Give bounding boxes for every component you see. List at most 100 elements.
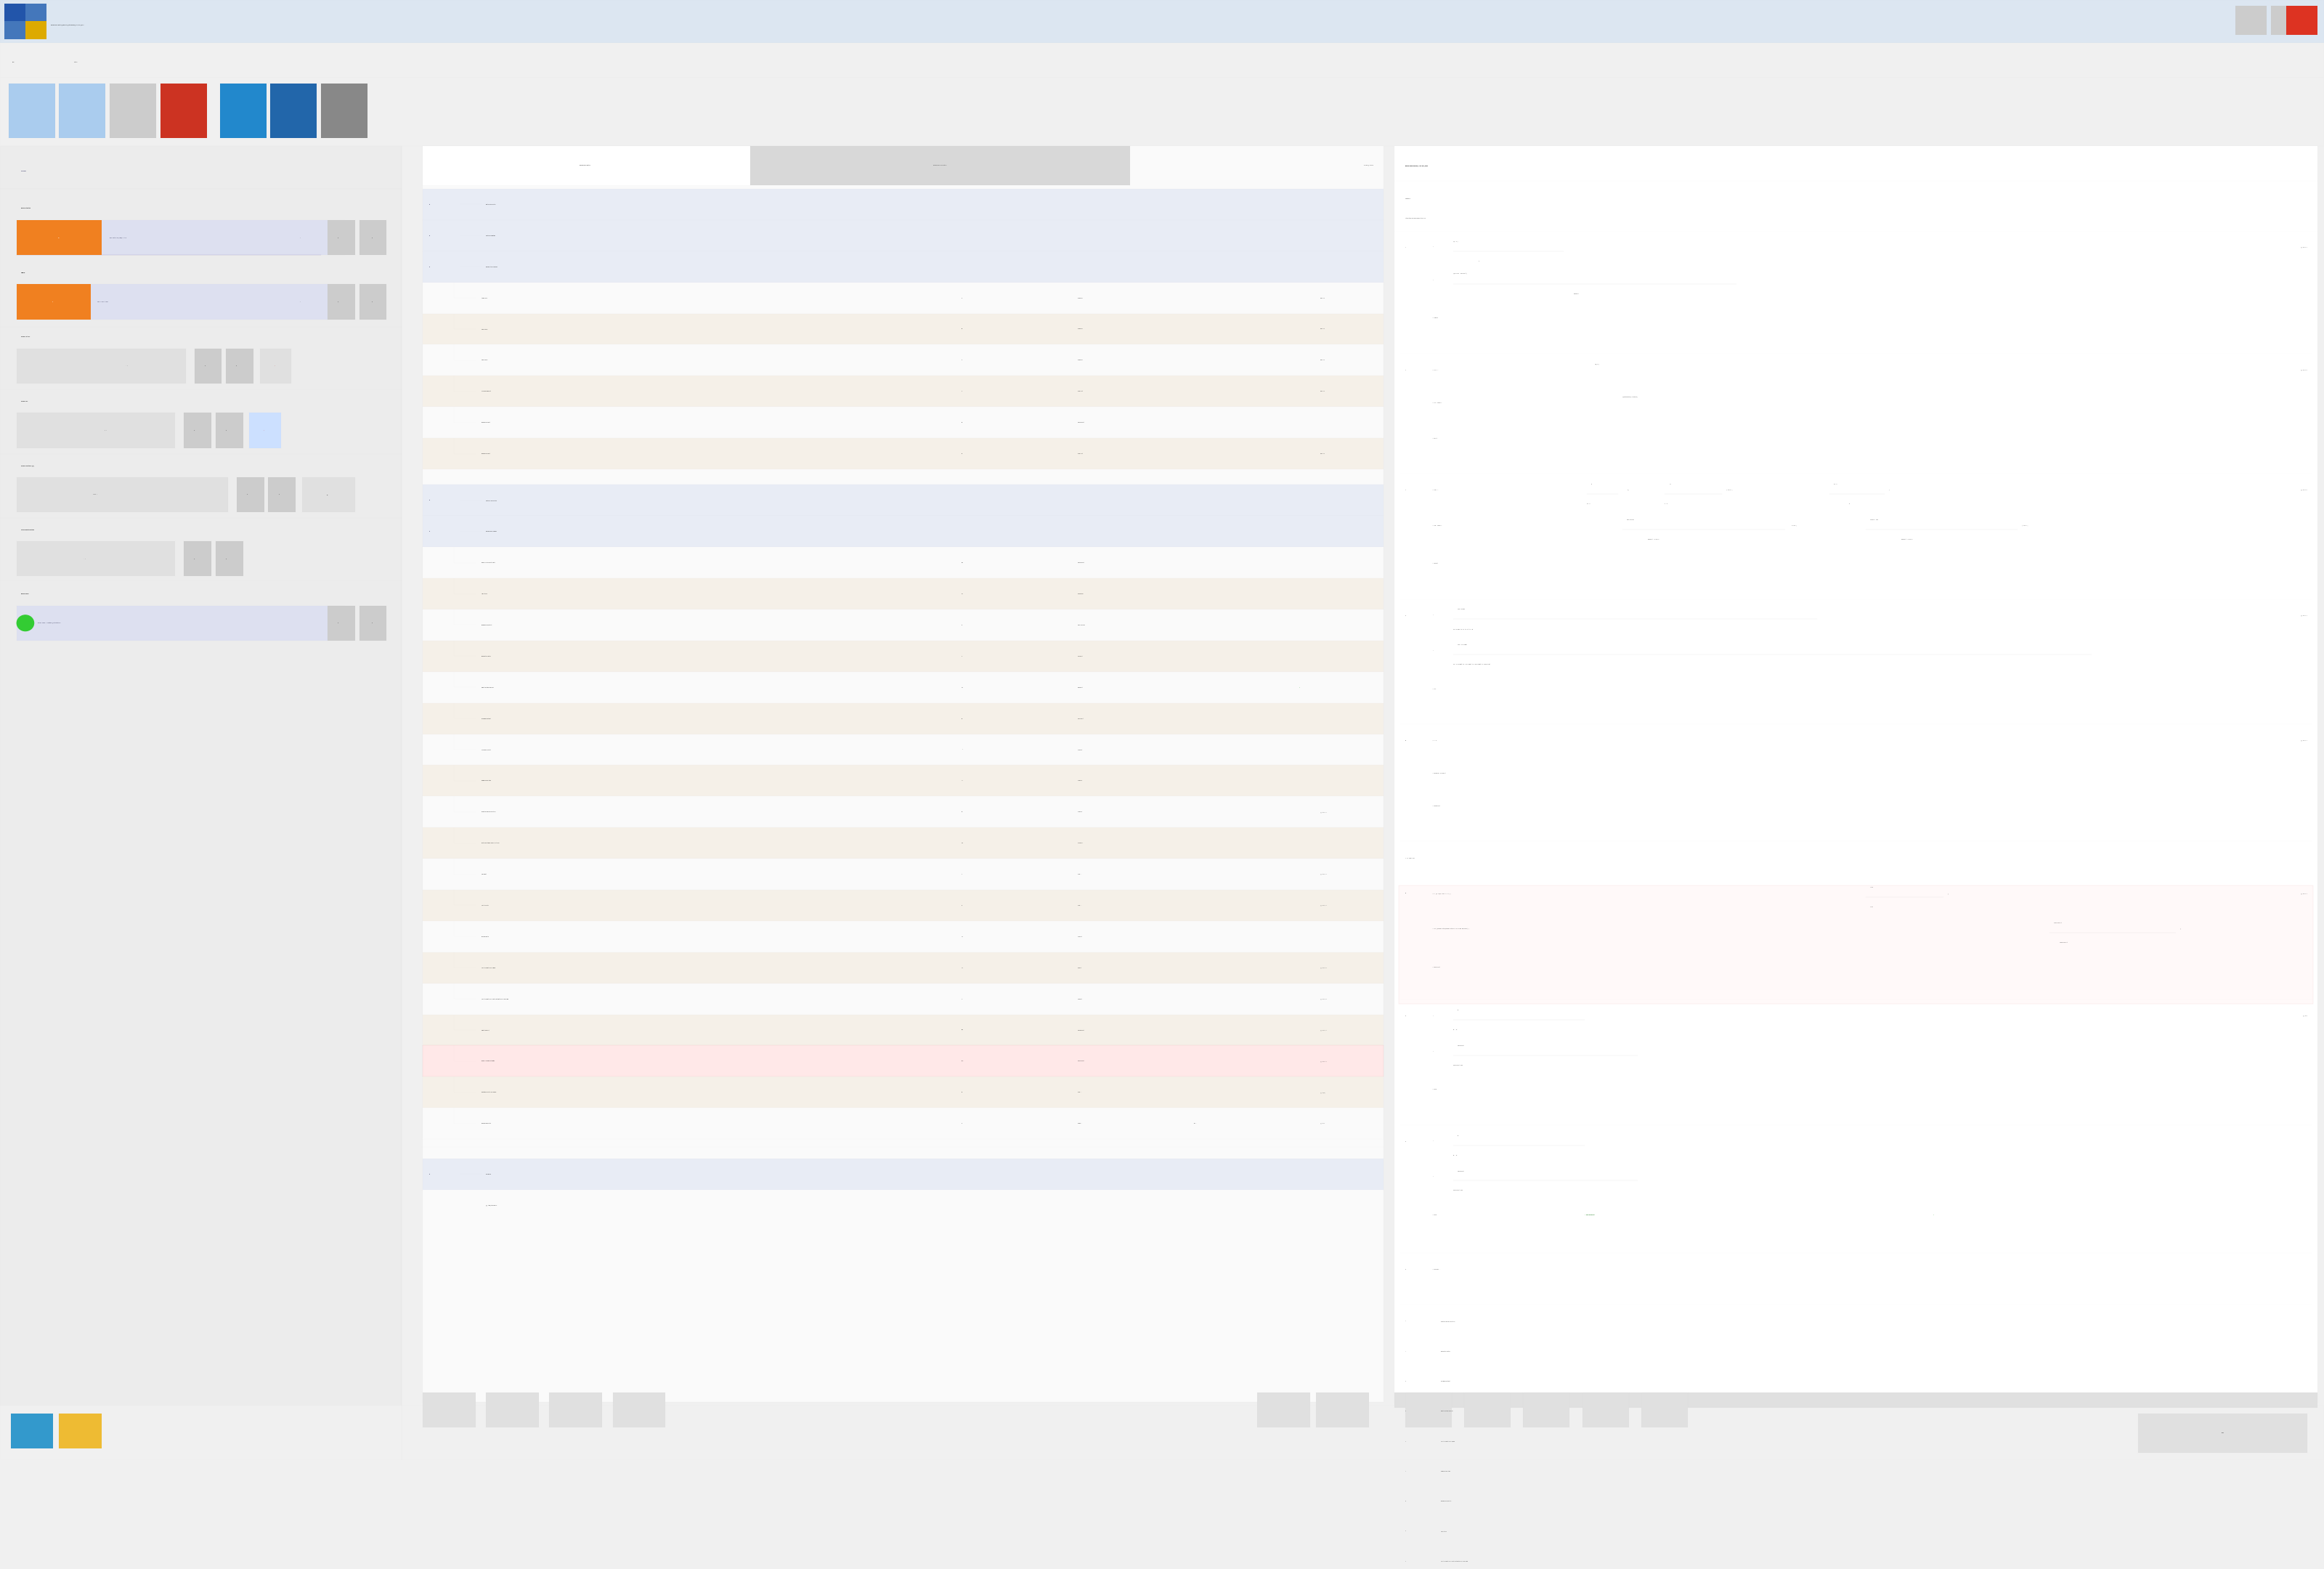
Bar xyxy=(1522,1392,1569,1428)
Bar xyxy=(1394,1392,2317,1407)
Bar xyxy=(423,314,1383,345)
Bar xyxy=(423,827,1383,858)
Bar xyxy=(423,640,1383,672)
Bar xyxy=(328,284,356,320)
Bar xyxy=(423,797,1383,827)
Bar xyxy=(2287,6,2317,35)
Bar xyxy=(2271,6,2303,35)
Bar xyxy=(225,348,253,383)
Bar xyxy=(423,1045,1383,1076)
Bar xyxy=(423,251,1383,282)
Bar xyxy=(1583,1392,1629,1428)
Bar xyxy=(216,541,244,576)
Bar xyxy=(423,579,1383,609)
Bar xyxy=(0,0,2324,42)
Bar xyxy=(16,477,228,511)
Bar xyxy=(0,78,2324,146)
Bar xyxy=(302,477,356,511)
Bar xyxy=(423,377,1383,406)
Bar xyxy=(1394,146,2317,1401)
Bar xyxy=(0,146,402,1461)
Bar xyxy=(5,3,26,22)
Bar xyxy=(614,1392,665,1428)
Bar xyxy=(423,406,1383,438)
Bar xyxy=(328,606,356,640)
Bar xyxy=(423,146,1383,1401)
Bar xyxy=(423,1108,1383,1139)
Bar xyxy=(260,348,290,383)
Bar xyxy=(423,1076,1383,1108)
Bar xyxy=(751,146,1129,185)
Bar xyxy=(16,413,174,447)
Bar xyxy=(423,282,1383,314)
Bar xyxy=(16,284,91,320)
Circle shape xyxy=(16,615,35,631)
Bar xyxy=(423,703,1383,734)
Bar xyxy=(267,477,295,511)
Bar xyxy=(5,3,46,39)
Bar xyxy=(423,146,751,185)
Bar xyxy=(0,1406,2324,1461)
Bar xyxy=(16,220,344,256)
Bar xyxy=(423,672,1383,703)
Bar xyxy=(249,413,281,447)
Bar xyxy=(160,83,207,138)
Bar xyxy=(423,469,1383,485)
Bar xyxy=(321,83,367,138)
Text: FF4100  0.865  ✓  Chapter F | Lateral-torsio...: FF4100 0.865 ✓ Chapter F | Lateral-torsi… xyxy=(37,623,60,624)
Bar xyxy=(423,952,1383,984)
Bar xyxy=(423,984,1383,1015)
Bar xyxy=(1315,1392,1369,1428)
Bar xyxy=(423,438,1383,469)
Bar xyxy=(1464,1392,1511,1428)
Bar xyxy=(16,284,344,320)
Bar xyxy=(423,188,1383,220)
Text: W 18x50 | AISC 16: W 18x50 | AISC 16 xyxy=(1364,165,1373,166)
Bar xyxy=(16,220,102,256)
Bar xyxy=(423,890,1383,921)
Bar xyxy=(328,220,356,256)
Bar xyxy=(184,541,211,576)
Bar xyxy=(423,609,1383,640)
Bar xyxy=(184,413,211,447)
Bar xyxy=(58,83,105,138)
Bar xyxy=(109,83,156,138)
Bar xyxy=(1406,1392,1452,1428)
Bar xyxy=(1399,885,2312,1004)
Bar xyxy=(423,1392,476,1428)
Bar xyxy=(16,541,174,576)
Bar xyxy=(2236,6,2266,35)
Bar xyxy=(12,1414,53,1448)
Bar xyxy=(0,42,2324,78)
Bar xyxy=(360,220,386,256)
Bar xyxy=(237,477,265,511)
Bar xyxy=(26,22,46,39)
Bar xyxy=(216,413,244,447)
Text: Design Check Details | Members | Steel Design | AISC 360 | 2022: Design Check Details | Members | Steel D… xyxy=(51,25,84,27)
Bar xyxy=(16,606,344,640)
Bar xyxy=(423,1158,1383,1189)
Bar xyxy=(423,548,1383,579)
Bar xyxy=(548,1392,602,1428)
Bar xyxy=(423,921,1383,952)
Bar xyxy=(1641,1392,1687,1428)
Bar xyxy=(360,606,386,640)
Bar xyxy=(360,284,386,320)
Bar xyxy=(423,1015,1383,1045)
Bar xyxy=(486,1392,539,1428)
Bar xyxy=(423,220,1383,251)
Bar xyxy=(2138,1414,2308,1453)
Bar xyxy=(423,858,1383,890)
Bar xyxy=(270,83,316,138)
Bar xyxy=(423,516,1383,548)
Bar xyxy=(1257,1392,1311,1428)
Bar xyxy=(221,83,267,138)
Bar xyxy=(423,485,1383,516)
Bar xyxy=(9,83,56,138)
Bar xyxy=(423,734,1383,766)
Bar xyxy=(58,1414,102,1448)
Bar xyxy=(195,348,221,383)
Bar xyxy=(423,345,1383,377)
Bar xyxy=(423,766,1383,797)
Bar xyxy=(16,348,186,383)
